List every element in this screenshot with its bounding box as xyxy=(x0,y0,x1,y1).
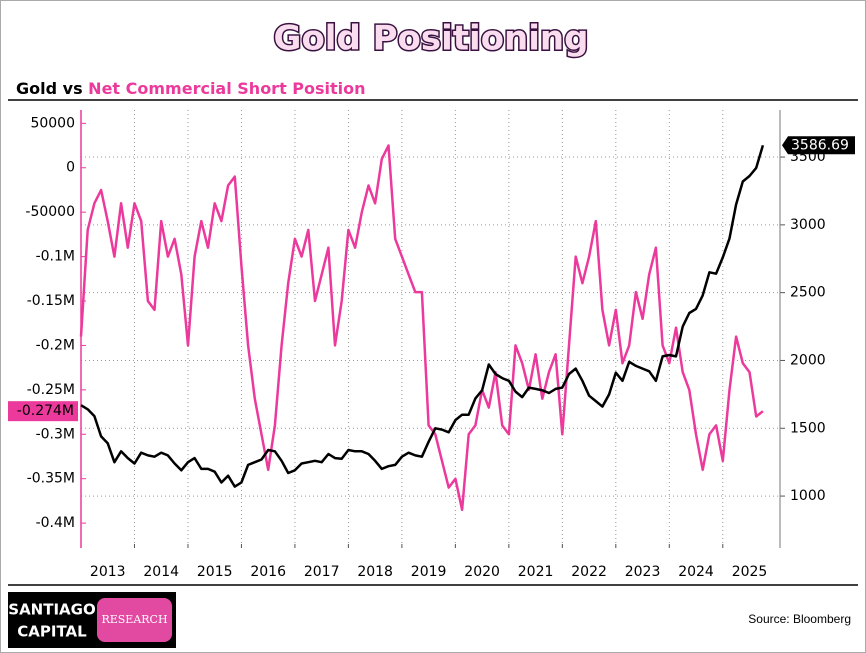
x-tick-label: 2024 xyxy=(678,564,714,580)
current-label: -0.274M xyxy=(17,403,74,419)
x-tick-label: 2017 xyxy=(304,564,340,580)
subtitle-gold: Gold xyxy=(16,79,57,98)
subtitle-short: Net Commercial Short Position xyxy=(88,79,365,98)
y-tick-label: -0.3M xyxy=(36,426,75,442)
series-line xyxy=(80,144,765,488)
series-line xyxy=(79,144,764,512)
subtitle: Gold vs Net Commercial Short Position xyxy=(16,79,366,98)
x-tick-label: 2013 xyxy=(90,564,126,580)
badge-text: RESEARCH xyxy=(101,613,167,626)
y-tick-label: -0.4M xyxy=(36,515,75,531)
x-tick-label: 2025 xyxy=(732,564,768,580)
current-label: 3586.69 xyxy=(791,137,849,153)
source: Source: Bloomberg xyxy=(748,612,851,626)
y2-tick-label: 3000 xyxy=(790,217,826,233)
x-tick-label: 2020 xyxy=(464,564,500,580)
y-tick-label: -0.15M xyxy=(27,293,75,309)
logo-top: SANTIAGO xyxy=(8,601,95,619)
x-tick-label: 2022 xyxy=(571,564,607,580)
y-tick-label: -50000 xyxy=(25,204,75,220)
logo-bottom: CAPITAL xyxy=(17,623,87,641)
x-tick-label: 2014 xyxy=(143,564,179,580)
y-tick-label: -0.25M xyxy=(27,382,75,398)
x-tick-label: 2021 xyxy=(518,564,554,580)
y-tick-label: -0.2M xyxy=(36,337,75,353)
badge xyxy=(97,598,172,642)
y2-tick-label: 2000 xyxy=(790,352,826,368)
y-tick-label: -0.35M xyxy=(27,471,75,487)
x-tick-label: 2016 xyxy=(250,564,286,580)
chart-title: Gold Positioning xyxy=(274,19,589,59)
y-tick-label: -0.1M xyxy=(36,249,75,265)
current-label-box xyxy=(8,401,78,422)
x-tick-label: 2023 xyxy=(625,564,661,580)
y2-tick-label: 1000 xyxy=(790,488,826,504)
y-tick-label: 50000 xyxy=(30,115,75,131)
current-label-box xyxy=(782,136,855,155)
y2-tick-label: 1500 xyxy=(790,420,826,436)
x-tick-label: 2018 xyxy=(357,564,393,580)
x-tick-label: 2019 xyxy=(411,564,447,580)
y2-tick-label: 2500 xyxy=(790,285,826,301)
y-tick-label: 0 xyxy=(66,160,75,176)
subtitle-joiner: vs xyxy=(63,79,83,98)
x-tick-label: 2015 xyxy=(197,564,233,580)
